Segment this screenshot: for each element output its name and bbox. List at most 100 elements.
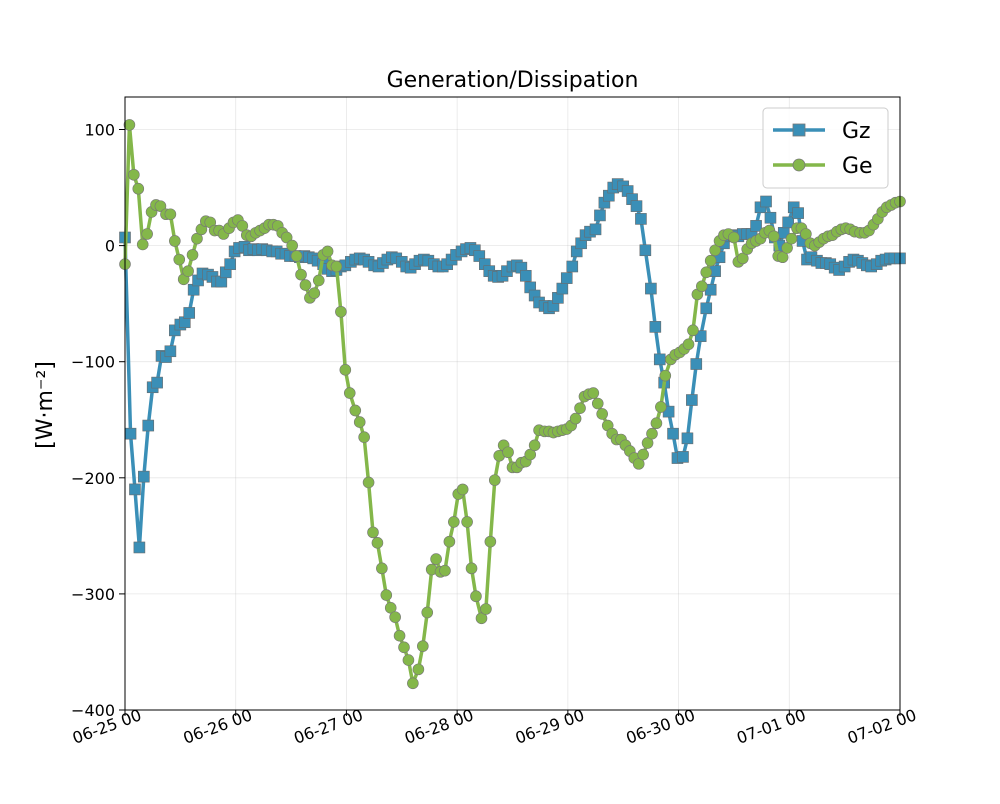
data-point-ge: [136, 238, 149, 251]
data-point-ge: [448, 516, 460, 528]
data-point-gz: [138, 470, 150, 483]
data-point-ge: [173, 253, 186, 266]
data-point-ge: [367, 526, 379, 539]
y-axis-label: [W·m⁻²]: [33, 361, 58, 449]
data-point-ge: [182, 265, 194, 277]
data-point-gz: [519, 269, 532, 282]
data-point-gz: [639, 244, 652, 257]
data-point-ge: [470, 590, 482, 603]
legend-label: Gz: [842, 119, 871, 144]
x-tick-label: 06-27 00: [291, 705, 365, 747]
data-point-ge: [421, 606, 434, 619]
data-point-ge: [709, 244, 721, 257]
data-point-ge: [655, 401, 667, 413]
data-point-ge: [164, 208, 177, 221]
data-point-ge: [339, 364, 352, 376]
grid-lines: [124, 97, 901, 711]
data-point-ge: [646, 427, 658, 440]
data-point-ge: [632, 458, 645, 470]
data-point-ge: [312, 274, 325, 287]
data-point-ge: [295, 268, 307, 281]
x-tick-label: 07-01 00: [734, 705, 808, 747]
data-point-ge: [330, 260, 343, 273]
data-point-gz: [124, 427, 137, 440]
data-point-ge: [371, 537, 384, 549]
data-point-ge: [528, 439, 541, 452]
y-tick-label: 100: [84, 121, 115, 140]
legend: Gz Ge: [762, 107, 889, 189]
data-point-ge: [236, 220, 249, 232]
data-point-ge: [736, 252, 749, 265]
data-point-gz: [151, 376, 163, 389]
data-point-gz: [690, 358, 703, 370]
data-point-ge: [650, 417, 663, 430]
data-point-gz: [129, 483, 141, 496]
data-point-ge: [488, 474, 501, 486]
data-point-gz: [700, 302, 713, 315]
data-point-ge: [389, 611, 401, 623]
data-point-ge: [574, 402, 586, 414]
data-point-ge: [587, 387, 600, 399]
data-point-ge: [398, 641, 410, 654]
data-point-gz: [677, 451, 689, 463]
data-point-ge: [637, 448, 649, 461]
data-point-ge: [465, 562, 478, 575]
data-point-ge: [480, 603, 492, 615]
data-point-ge: [475, 612, 488, 625]
series-line-ge: [123, 123, 902, 686]
data-point-gz: [630, 200, 643, 212]
data-point-ge: [358, 431, 370, 443]
data-point-ge: [502, 446, 514, 459]
data-point-gz: [224, 258, 236, 270]
legend-label: Ge: [842, 154, 873, 179]
data-point-ge: [659, 369, 672, 382]
data-point-ge: [439, 564, 451, 577]
data-point-ge: [704, 254, 717, 267]
data-point-ge: [682, 338, 695, 351]
data-point-ge: [456, 483, 469, 496]
data-point-gz: [589, 223, 602, 236]
y-tick-label: −200: [71, 469, 115, 488]
data-point-ge: [402, 654, 415, 666]
data-point-ge: [128, 168, 140, 181]
data-point-ge: [785, 232, 798, 245]
data-point-ge: [169, 235, 181, 247]
x-tick-label: 06-28 00: [402, 705, 476, 747]
data-point-ge: [767, 230, 780, 243]
data-point-ge: [569, 412, 582, 425]
data-point-gz: [764, 211, 777, 224]
data-point-gz: [686, 394, 698, 406]
data-point-ge: [776, 251, 789, 264]
data-point-ge: [417, 640, 429, 652]
legend-swatch-circle-marker: [792, 158, 806, 172]
data-point-gz: [645, 282, 657, 295]
data-point-ge: [299, 279, 312, 291]
data-point-ge: [430, 553, 442, 565]
data-point-gz: [750, 220, 762, 232]
data-point-gz: [649, 321, 662, 333]
data-point-ge: [308, 287, 321, 300]
data-point-ge: [800, 228, 812, 240]
data-point-ge: [484, 535, 497, 548]
data-point-ge: [286, 239, 298, 252]
data-point-ge: [384, 602, 397, 614]
data-point-ge: [123, 119, 136, 131]
data-point-ge: [376, 562, 388, 575]
y-tick-label: −100: [71, 353, 115, 372]
data-point-ge: [290, 250, 303, 262]
data-point-ge: [591, 397, 604, 410]
x-tick-label: 06-26 00: [181, 705, 255, 747]
series-layer: [119, 119, 906, 690]
data-point-gz: [594, 209, 606, 222]
data-point-ge: [154, 200, 167, 212]
data-point-ge: [186, 249, 199, 261]
data-point-ge: [132, 182, 145, 195]
data-point-ge: [321, 245, 334, 258]
x-tick-label: 07-02 00: [845, 705, 919, 747]
data-point-ge: [696, 280, 708, 293]
data-point-ge: [641, 437, 654, 449]
plot-frame: [124, 96, 901, 711]
x-tick-label: 06-29 00: [513, 705, 587, 747]
